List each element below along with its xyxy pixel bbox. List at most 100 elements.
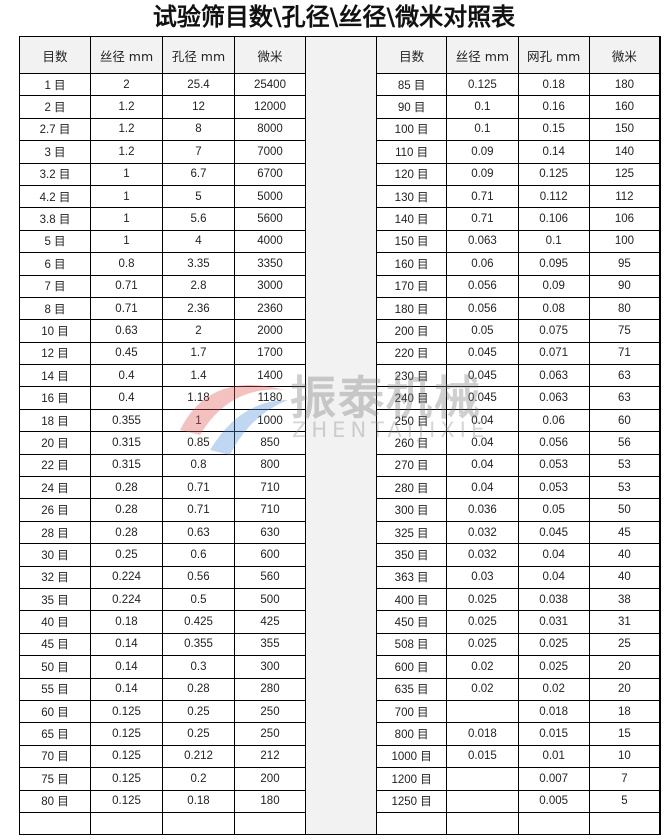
- table-cell: 3.2 目: [19, 162, 91, 186]
- table-cell: 0.053: [517, 453, 590, 478]
- table-cell: 20: [588, 655, 661, 679]
- table-cell: 0.8: [162, 453, 235, 478]
- table-row: [375, 811, 661, 836]
- table-cell: 180 目: [375, 296, 448, 321]
- table-cell: 40: [588, 565, 661, 589]
- table-cell: 635 目: [375, 677, 448, 701]
- table-cell: [588, 811, 661, 836]
- table-cell: 0.71: [162, 498, 235, 522]
- table-cell: [234, 811, 306, 836]
- table-cell: 1700: [234, 341, 306, 366]
- table-cell: 150: [588, 117, 661, 142]
- table-cell: 8: [162, 117, 235, 142]
- table-cell: [446, 699, 519, 724]
- column-header: 孔径 mm: [162, 36, 235, 74]
- table-row: 100 目 0.1 0.15 150: [375, 117, 661, 142]
- table-cell: 35 目: [19, 587, 91, 612]
- table-cell: 16 目: [19, 386, 91, 410]
- table-gap-column: [306, 37, 376, 834]
- table-cell: 45 目: [19, 632, 91, 657]
- table-cell: 150 目: [375, 229, 448, 254]
- column-header: 微米: [234, 36, 306, 74]
- table-cell: 160 目: [375, 252, 448, 276]
- table-cell: [446, 811, 519, 836]
- table-cell: 3350: [234, 252, 306, 276]
- table-cell: 25400: [234, 72, 306, 97]
- table-cell: 280 目: [375, 476, 448, 500]
- table-row: 240 目 0.045 0.063 63: [375, 386, 661, 410]
- table-cell: 0.14: [90, 677, 163, 701]
- table-row: 35 目 0.224 0.5 500: [19, 587, 306, 612]
- table-cell: 0.063: [446, 229, 519, 254]
- table-row: 200 目 0.05 0.075 75: [375, 319, 661, 343]
- table-cell: 4.2 目: [19, 184, 91, 209]
- table-row: 600 目 0.02 0.025 20: [375, 655, 661, 679]
- table-cell: 7 目: [19, 274, 91, 298]
- table-cell: 170 目: [375, 274, 448, 298]
- table-cell: 425: [234, 610, 306, 634]
- table-cell: 0.106: [517, 207, 590, 231]
- table-row: 1 目 2 25.4 25400: [19, 72, 306, 97]
- table-row: 24 目 0.28 0.71 710: [19, 476, 306, 500]
- table-cell: 300 目: [375, 498, 448, 522]
- table-cell: 22 目: [19, 453, 91, 478]
- table-cell: 50: [588, 498, 661, 522]
- table-cell: 1: [90, 207, 163, 231]
- table-cell: 1 目: [19, 72, 91, 97]
- table-row: 700 目 0.018 18: [375, 699, 661, 724]
- table-cell: 2000: [234, 319, 306, 343]
- table-cell: 38: [588, 587, 661, 612]
- table-cell: 40: [588, 543, 661, 567]
- table-cell: 0.03: [446, 565, 519, 589]
- header-row: 目数 丝径 mm 孔径 mm 微米: [19, 36, 306, 74]
- table-row: 635 目 0.02 0.02 20: [375, 677, 661, 701]
- table-row: 45 目 0.14 0.355 355: [19, 632, 306, 657]
- table-cell: 1.2: [90, 95, 163, 119]
- table-cell: 5: [588, 789, 661, 813]
- table-cell: 0.005: [517, 789, 590, 813]
- table-cell: 0.063: [517, 364, 590, 388]
- table-cell: 0.5: [162, 587, 235, 612]
- table-cell: 0.05: [446, 319, 519, 343]
- table-cell: 0.112: [517, 184, 590, 209]
- table-cell: 12000: [234, 95, 306, 119]
- table-row: 180 目 0.056 0.08 80: [375, 296, 661, 321]
- table-cell: 0.125: [90, 767, 163, 791]
- table-cell: 50 目: [19, 655, 91, 679]
- table-cell: 0.28: [90, 476, 163, 500]
- table-cell: 0.25: [162, 722, 235, 746]
- table-cell: 100: [588, 229, 661, 254]
- table-cell: 0.63: [162, 520, 235, 545]
- table-cell: 0.01: [517, 744, 590, 769]
- table-cell: 710: [234, 476, 306, 500]
- table-row: [19, 811, 306, 836]
- table-cell: 5: [162, 184, 235, 209]
- table-cell: 0.28: [90, 498, 163, 522]
- table-cell: 0.02: [446, 677, 519, 701]
- table-cell: 18: [588, 699, 661, 724]
- table-cell: 53: [588, 453, 661, 478]
- table-row: 22 目 0.315 0.8 800: [19, 453, 306, 478]
- table-cell: 0.15: [517, 117, 590, 142]
- table-row: 30 目 0.25 0.6 600: [19, 543, 306, 567]
- table-cell: 180: [234, 789, 306, 813]
- header-row: 目数 丝径 mm 网孔 mm 微米: [375, 36, 661, 74]
- table-cell: 0.71: [446, 184, 519, 209]
- table-cell: 110 目: [375, 140, 448, 164]
- table-cell: 0.045: [446, 341, 519, 366]
- table-cell: 0.04: [517, 543, 590, 567]
- table-cell: 1: [90, 184, 163, 209]
- table-row: 60 目 0.125 0.25 250: [19, 699, 306, 724]
- table-cell: 0.05: [517, 498, 590, 522]
- table-cell: 250: [234, 722, 306, 746]
- table-cell: [517, 811, 590, 836]
- table-cell: 80: [588, 296, 661, 321]
- table-row: 16 目 0.4 1.18 1180: [19, 386, 306, 410]
- table-cell: 12: [162, 95, 235, 119]
- table-cell: 0.14: [90, 632, 163, 657]
- table-cell: 31: [588, 610, 661, 634]
- table-cell: 0.02: [446, 655, 519, 679]
- right-table: 目数 丝径 mm 网孔 mm 微米 85 目 0.125 0.18 180 90 目 0.1 0.1…: [375, 36, 661, 836]
- table-row: 220 目 0.045 0.071 71: [375, 341, 661, 366]
- table-cell: 0.025: [517, 632, 590, 657]
